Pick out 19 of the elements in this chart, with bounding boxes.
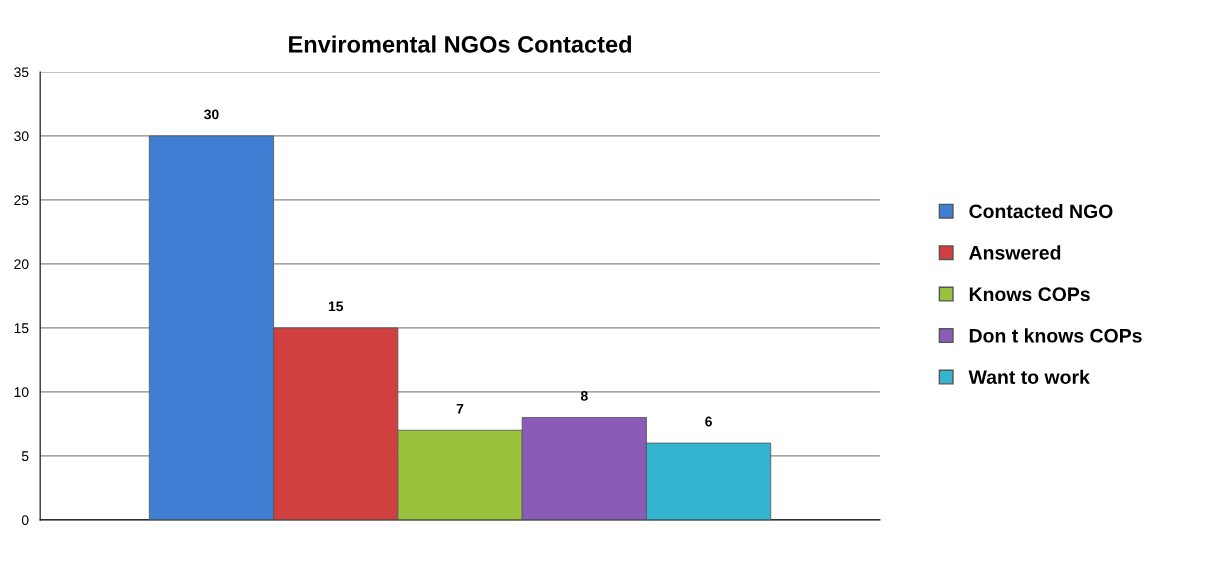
- y-tick-label: 25: [14, 195, 29, 206]
- y-tick-label: 5: [21, 451, 29, 462]
- y-tick-label: 30: [14, 131, 29, 142]
- legend-label: Want to work: [968, 369, 1090, 385]
- legend-label: Answered: [969, 245, 1061, 260]
- legend-label: Contacted NGO: [969, 203, 1113, 219]
- data-label: 8: [580, 391, 588, 401]
- data-label: 15: [328, 301, 344, 312]
- legend-label: Don t knows COPs: [969, 328, 1142, 343]
- legend-label: Knows COPs: [969, 287, 1090, 302]
- data-label: 7: [456, 403, 464, 414]
- y-tick-label: 10: [14, 387, 29, 398]
- y-tick-label: 35: [14, 67, 29, 78]
- y-tick-label: 15: [14, 323, 29, 334]
- y-tick-label: 20: [14, 259, 29, 270]
- chart-title: Enviromental NGOs Contacted: [289, 35, 631, 53]
- data-label: 30: [204, 109, 219, 120]
- y-tick-label: 0: [21, 515, 29, 526]
- data-label: 6: [705, 416, 712, 427]
